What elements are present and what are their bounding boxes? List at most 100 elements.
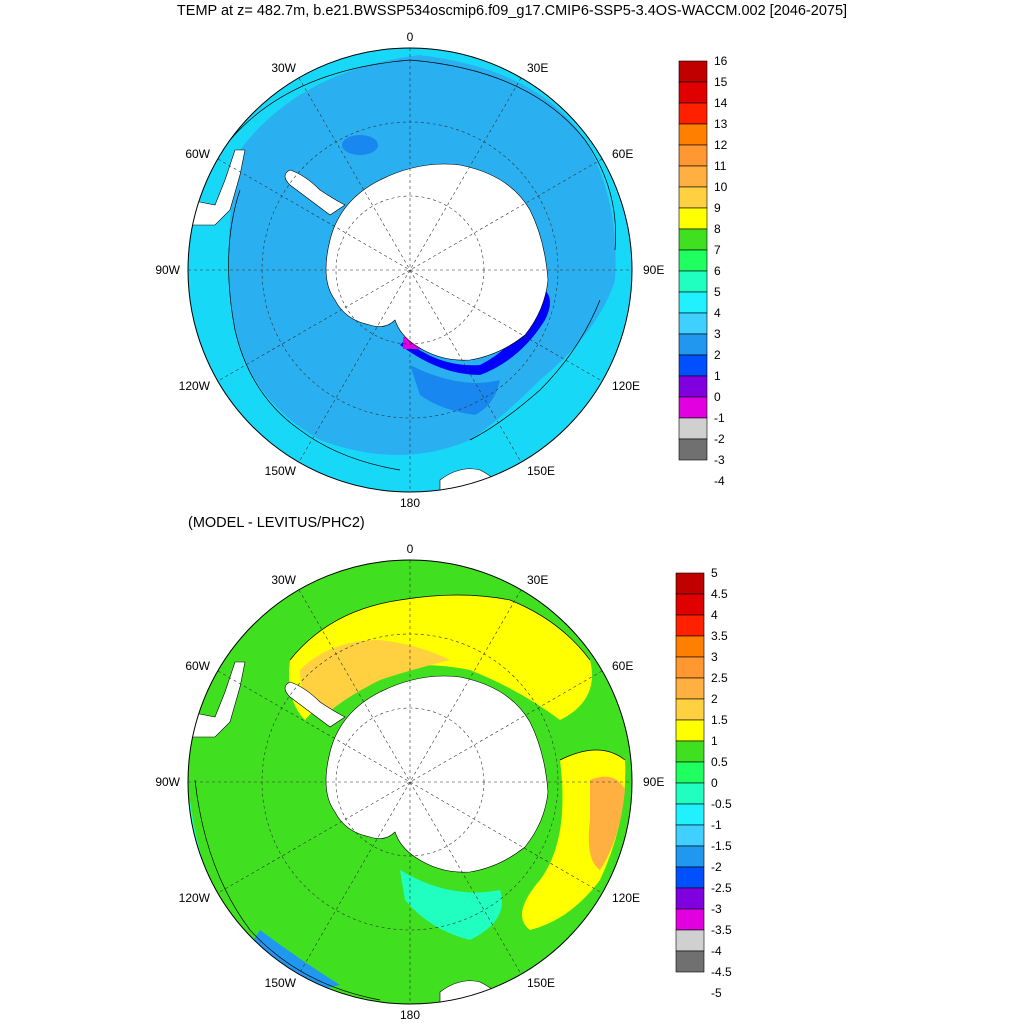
bottom-colorbar-tick-label: -5 bbox=[711, 986, 722, 1000]
bottom-colorbar-swatch bbox=[675, 572, 705, 595]
bottom-colorbar-tick-label: 3.5 bbox=[711, 629, 728, 643]
bottom-colorbar-swatch bbox=[675, 929, 705, 952]
bottom-antarctica-land bbox=[325, 675, 549, 873]
bottom-colorbar-swatch bbox=[675, 950, 705, 973]
bottom-colorbar: 5 4.5 4 3.5 3 2.5 2 1.5 1 0.5 0 -0.5 -1 -1.5 -2 -2.5 -3 -… bbox=[675, 566, 732, 1000]
bottom-colorbar-tick-label: -2 bbox=[711, 860, 722, 874]
top-lon-label-30w: 30W bbox=[271, 61, 296, 75]
top-colorbar-swatch bbox=[678, 123, 708, 146]
bottom-colorbar-swatch bbox=[675, 593, 705, 616]
top-lon-label-bottom: 180 bbox=[400, 496, 420, 510]
top-shelf-cold-ring bbox=[400, 290, 550, 375]
bottom-colorbar-swatch bbox=[675, 740, 705, 763]
top-lon-label-30e: 30E bbox=[527, 61, 548, 75]
top-colorbar-tick-label: 1 bbox=[714, 369, 721, 383]
top-colorbar-tick-label: 8 bbox=[714, 222, 721, 236]
bottom-lon-label-150w: 150W bbox=[265, 976, 297, 990]
bottom-lon-label-left: 90W bbox=[155, 775, 180, 789]
bottom-lon-label-30e: 30E bbox=[527, 573, 548, 587]
top-lon-label-60w: 60W bbox=[185, 147, 210, 161]
top-lon-label-right: 90E bbox=[643, 263, 664, 277]
top-colorbar-swatch bbox=[678, 417, 708, 440]
bottom-colorbar-swatch bbox=[675, 887, 705, 910]
bottom-colorbar-swatch bbox=[675, 656, 705, 679]
top-colorbar-tick-label: 11 bbox=[714, 159, 727, 173]
bottom-colorbar-tick-label: 4.5 bbox=[711, 587, 728, 601]
bottom-ocean-hot-region bbox=[300, 640, 450, 720]
top-colorbar-swatch bbox=[678, 60, 708, 83]
bottom-ocean-cool-south bbox=[250, 930, 340, 995]
bottom-ocean-cool-ring bbox=[400, 870, 502, 940]
bottom-contour-line bbox=[194, 779, 381, 1001]
top-colorbar-tick-label: -3 bbox=[714, 453, 725, 467]
top-colorbar-swatch bbox=[678, 270, 708, 293]
top-lon-label-150e: 150E bbox=[527, 464, 555, 478]
bottom-colorbar-tick-label: -3 bbox=[711, 902, 722, 916]
top-colorbar-swatch bbox=[678, 333, 708, 356]
top-colorbar-tick-label: 12 bbox=[714, 138, 728, 152]
top-colorbar-swatch bbox=[678, 438, 708, 461]
bottom-colorbar-tick-label: 0.5 bbox=[711, 755, 728, 769]
top-colorbar-tick-label: 13 bbox=[714, 117, 728, 131]
bottom-graticule bbox=[188, 560, 632, 1004]
top-colorbar-swatch bbox=[678, 375, 708, 398]
bottom-colorbar-tick-label: 5 bbox=[711, 566, 718, 580]
bottom-colorbar-tick-label: 2 bbox=[711, 692, 718, 706]
bottom-colorbar-tick-label: 0 bbox=[711, 776, 718, 790]
top-colorbar-swatch bbox=[678, 249, 708, 272]
bottom-colorbar-swatch bbox=[675, 824, 705, 847]
top-map-border bbox=[187, 47, 633, 493]
bottom-lon-label-150e: 150E bbox=[527, 976, 555, 990]
bottom-south-america-land bbox=[189, 661, 246, 738]
top-lon-label-150w: 150W bbox=[265, 464, 297, 478]
top-colorbar-swatch bbox=[678, 81, 708, 104]
top-colorbar-tick-label: 10 bbox=[714, 180, 728, 194]
bottom-colorbar-tick-label: -1.5 bbox=[711, 839, 732, 853]
top-antarctica-land bbox=[325, 163, 549, 361]
top-south-america-land bbox=[189, 149, 246, 226]
bottom-colorbar-swatch bbox=[675, 614, 705, 637]
bottom-colorbar-swatch bbox=[675, 866, 705, 889]
bottom-colorbar-swatch bbox=[675, 782, 705, 805]
bottom-colorbar-swatch bbox=[675, 761, 705, 784]
bottom-colorbar-tick-label: -1 bbox=[711, 818, 722, 832]
top-colorbar-tick-label: 14 bbox=[714, 96, 728, 110]
bottom-lon-label-120e: 120E bbox=[612, 891, 640, 905]
bottom-colorbar-tick-label: -4 bbox=[711, 944, 722, 958]
bottom-colorbar-tick-label: 1.5 bbox=[711, 713, 728, 727]
top-ocean-cold-tongue bbox=[410, 365, 500, 415]
top-contour-line bbox=[228, 189, 401, 471]
top-graticule bbox=[188, 48, 632, 492]
panel-subtitle: (MODEL - LEVITUS/PHC2) bbox=[188, 515, 365, 531]
top-lon-label-60e: 60E bbox=[612, 147, 633, 161]
bottom-colorbar-swatch bbox=[675, 908, 705, 931]
top-colorbar-tick-label: -2 bbox=[714, 432, 725, 446]
top-lon-label-120e: 120E bbox=[612, 379, 640, 393]
top-colorbar-swatch bbox=[678, 228, 708, 251]
bottom-colorbar-swatch bbox=[675, 698, 705, 721]
top-colorbar-swatch bbox=[678, 312, 708, 335]
bottom-contour-line bbox=[559, 749, 626, 761]
bottom-colorbar-swatch bbox=[675, 719, 705, 742]
top-colorbar-swatch bbox=[678, 186, 708, 209]
top-colorbar-swatch bbox=[678, 354, 708, 377]
top-colorbar-tick-label: 0 bbox=[714, 390, 721, 404]
top-ocean-cold-patch bbox=[342, 135, 378, 155]
bottom-colorbar-tick-label: -2.5 bbox=[711, 881, 732, 895]
bottom-lon-label-60e: 60E bbox=[612, 659, 633, 673]
bottom-colorbar-swatch bbox=[675, 677, 705, 700]
top-colorbar-tick-label: -1 bbox=[714, 411, 725, 425]
bottom-contour-line bbox=[289, 594, 591, 661]
top-colorbar-tick-label: 3 bbox=[714, 327, 721, 341]
top-colorbar-swatch bbox=[678, 396, 708, 419]
top-colorbar-tick-label: 4 bbox=[714, 306, 721, 320]
bottom-lon-label-right: 90E bbox=[643, 775, 664, 789]
top-colorbar-tick-label: 16 bbox=[714, 54, 728, 68]
bottom-ocean-hot-east bbox=[588, 776, 625, 870]
top-colorbar-swatch bbox=[678, 165, 708, 188]
bottom-colorbar-tick-label: 3 bbox=[711, 650, 718, 664]
bottom-lon-label-bottom: 180 bbox=[400, 1008, 420, 1022]
top-colorbar-swatch bbox=[678, 102, 708, 125]
